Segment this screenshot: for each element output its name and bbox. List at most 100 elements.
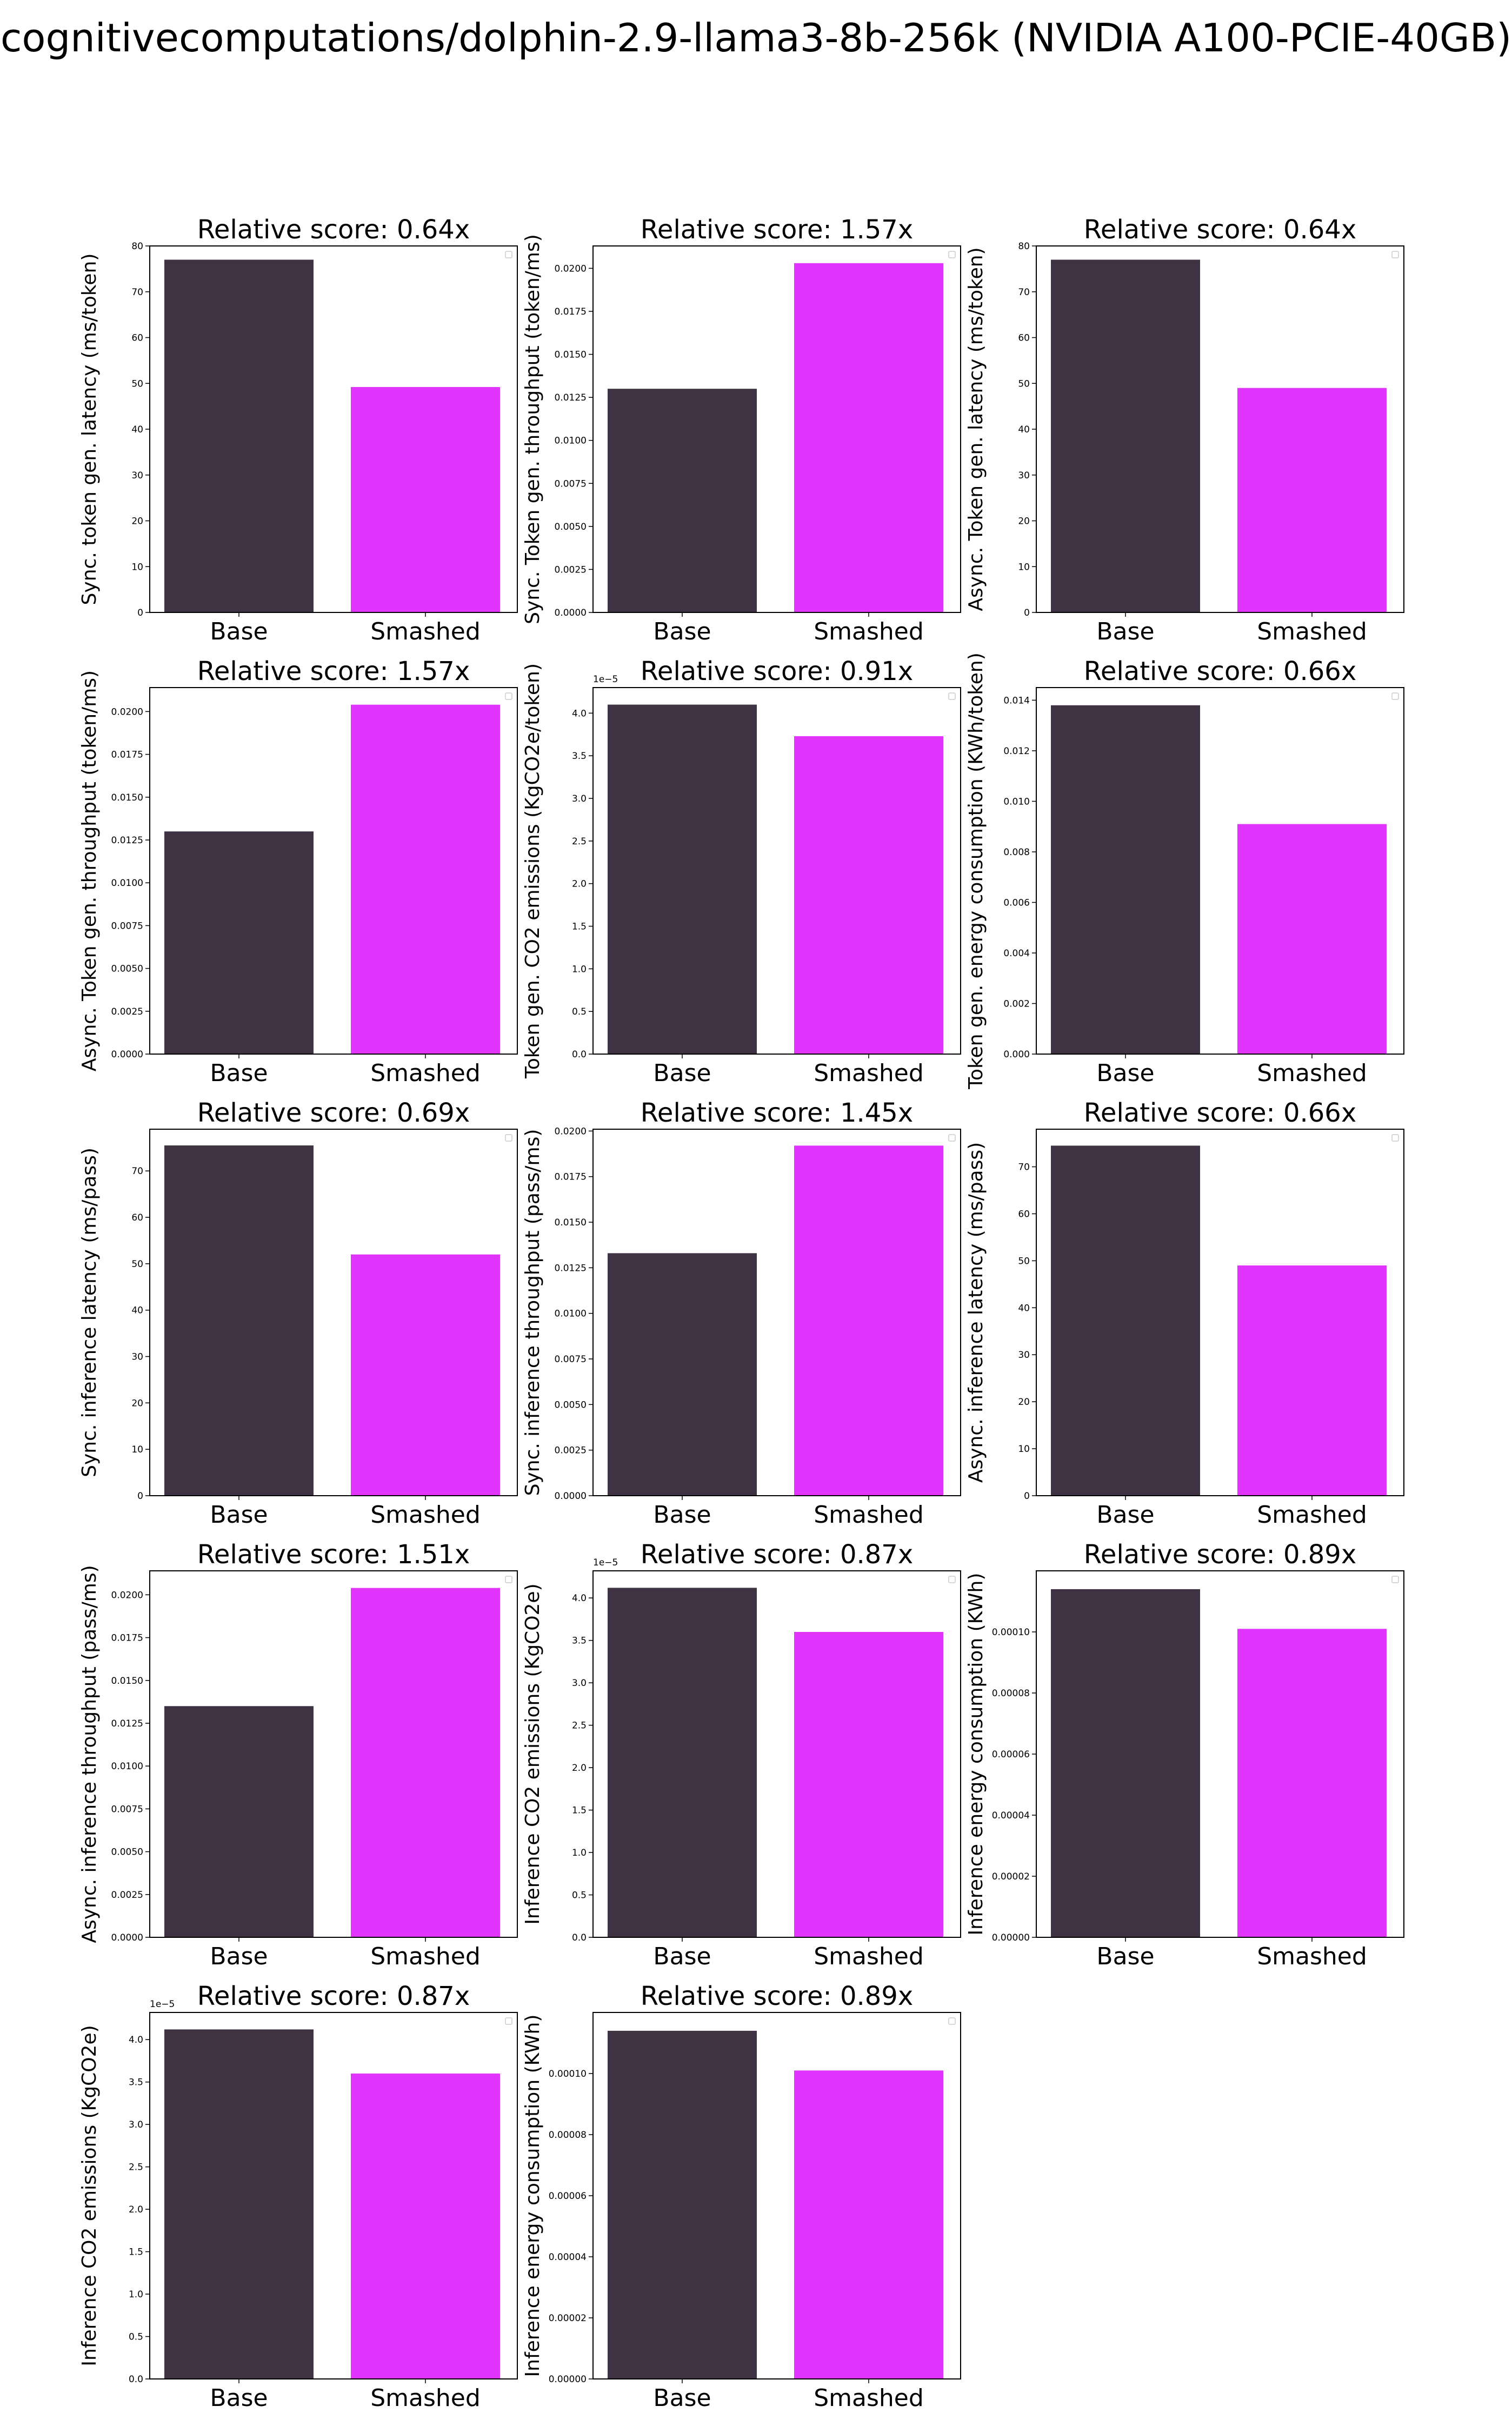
legend-box xyxy=(1391,251,1399,258)
subplot-title: Relative score: 1.45x xyxy=(641,1098,914,1128)
y-tick-label: 0.0 xyxy=(129,2374,143,2385)
bar-base xyxy=(608,1253,757,1496)
y-tick-label: 0.00008 xyxy=(549,2130,587,2141)
bar-smashed xyxy=(351,2074,500,2379)
y-tick-label: 40 xyxy=(1018,1303,1030,1314)
y-tick-label: 70 xyxy=(1018,287,1030,298)
subplot-title: Relative score: 0.87x xyxy=(197,1981,470,2011)
y-tick-label: 0.0150 xyxy=(111,792,143,803)
legend-box xyxy=(505,251,512,258)
axes-frame xyxy=(592,1570,961,1938)
y-tick-label: 0.00006 xyxy=(549,2191,587,2202)
bar-smashed xyxy=(794,1145,943,1496)
y-tick-label: 4.0 xyxy=(572,708,587,719)
y-axis-label: Async. inference throughput (pass/ms) xyxy=(78,1565,101,1943)
axes-frame xyxy=(149,1129,518,1496)
y-tick-label: 30 xyxy=(1018,1350,1030,1361)
axes-frame xyxy=(1036,1129,1404,1496)
subplot-1: 0 10 20 30 40 50 60 70 80 Base Smashed Relative sco… xyxy=(78,215,518,645)
subplot-title: Relative score: 0.64x xyxy=(1084,215,1357,245)
subplot-title: Relative score: 0.89x xyxy=(641,1981,914,2011)
x-tick-label-smashed: Smashed xyxy=(814,1059,924,1087)
y-tick-label: 0.00000 xyxy=(549,2374,587,2385)
y-tick-label: 10 xyxy=(1018,562,1030,572)
x-tick-label-smashed: Smashed xyxy=(370,618,481,645)
x-tick-label-smashed: Smashed xyxy=(370,1501,481,1529)
legend-box xyxy=(948,2017,956,2025)
legend-box xyxy=(1391,1134,1399,1142)
y-axis-label: Inference CO2 emissions (KgCO2e) xyxy=(522,1583,544,1924)
y-tick-label: 10 xyxy=(131,1444,143,1455)
y-tick-label: 0.004 xyxy=(1003,948,1030,959)
bar-base xyxy=(1051,1589,1200,1937)
bar-base xyxy=(164,1706,314,1937)
y-tick-label: 80 xyxy=(131,241,143,252)
subplot-2: 0.0000 0.0025 0.0050 0.0075 0.0100 0.0125 0.01… xyxy=(522,215,961,645)
y-tick-label: 2.0 xyxy=(572,1763,587,1774)
legend-box xyxy=(948,251,956,258)
subplot-10: 0.0000 0.0025 0.0050 0.0075 0.0100 0.0125 0.01… xyxy=(78,1539,518,1970)
x-tick-label-base: Base xyxy=(210,2384,268,2412)
axes-frame xyxy=(149,1570,518,1938)
y-offset-label: 1e−5 xyxy=(593,1557,618,1568)
bar-smashed xyxy=(351,1588,500,1937)
y-tick-label: 40 xyxy=(1018,424,1030,435)
y-axis-label: Token gen. CO2 emissions (KgCO2e/token) xyxy=(522,663,544,1079)
y-axis-label: Inference energy consumption (KWh) xyxy=(965,1573,987,1936)
bar-smashed xyxy=(1237,1265,1387,1496)
y-axis-label: Sync. Token gen. throughput (token/ms) xyxy=(522,234,544,624)
x-tick-label-base: Base xyxy=(1096,1501,1154,1529)
x-tick-label-base: Base xyxy=(210,618,268,645)
bar-base xyxy=(608,389,757,612)
y-tick-label: 0 xyxy=(137,608,143,618)
bar-smashed xyxy=(351,1254,500,1496)
y-tick-label: 20 xyxy=(131,1398,143,1409)
y-tick-label: 0.00010 xyxy=(549,2069,587,2079)
x-tick-label-base: Base xyxy=(653,1501,711,1529)
axes-frame xyxy=(592,245,961,613)
y-tick-label: 20 xyxy=(131,516,143,527)
y-tick-label: 60 xyxy=(1018,333,1030,344)
y-tick-label: 1.0 xyxy=(572,964,587,975)
y-tick-label: 50 xyxy=(1018,1256,1030,1267)
y-tick-label: 0.00000 xyxy=(992,1932,1030,1943)
y-tick-label: 0 xyxy=(1024,1491,1030,1502)
y-tick-label: 0.0200 xyxy=(555,1126,587,1137)
axes-frame xyxy=(149,2012,518,2379)
y-offset-label: 1e−5 xyxy=(593,674,618,685)
subplot-8: 0.0000 0.0025 0.0050 0.0075 0.0100 0.0125 0.01… xyxy=(522,1098,961,1529)
y-tick-label: 0.0100 xyxy=(555,1309,587,1319)
y-offset-label: 1e−5 xyxy=(150,1999,175,2010)
x-tick-label-smashed: Smashed xyxy=(1257,1059,1367,1087)
y-tick-label: 2.0 xyxy=(572,879,587,890)
subplot-title: Relative score: 1.57x xyxy=(197,656,470,686)
subplot-13: 0.0 0.5 1.0 1.5 2.0 2.5 3.0 3.5 4.0 1e−5 Base Smash… xyxy=(78,1981,518,2412)
subplot-5: 0.0 0.5 1.0 1.5 2.0 2.5 3.0 3.5 4.0 1e−5 Base Smash… xyxy=(522,656,961,1087)
legend-box xyxy=(505,1576,512,1583)
y-tick-label: 0.5 xyxy=(572,1890,587,1901)
legend-box xyxy=(948,1134,956,1142)
y-tick-label: 0.5 xyxy=(129,2332,143,2343)
y-tick-label: 0.0000 xyxy=(111,1049,143,1060)
y-tick-label: 0.000 xyxy=(1003,1049,1030,1060)
x-tick-label-base: Base xyxy=(210,1059,268,1087)
bar-base xyxy=(608,1588,757,1937)
y-axis-label: Inference energy consumption (KWh) xyxy=(522,2015,544,2377)
y-tick-label: 0.0050 xyxy=(555,522,587,532)
bar-smashed xyxy=(1237,388,1387,612)
subplot-4: 0.0000 0.0025 0.0050 0.0075 0.0100 0.0125 0.01… xyxy=(78,656,518,1087)
axes-frame xyxy=(149,687,518,1055)
subplot-6: 0.000 0.002 0.004 0.006 0.008 0.010 0.012 0.014… xyxy=(965,652,1404,1090)
x-tick-label-base: Base xyxy=(210,1501,268,1529)
x-tick-label-base: Base xyxy=(210,1943,268,1970)
y-tick-label: 2.5 xyxy=(129,2162,143,2173)
y-tick-label: 0.0025 xyxy=(111,1006,143,1017)
x-tick-label-smashed: Smashed xyxy=(1257,618,1367,645)
bar-smashed xyxy=(794,1632,943,1937)
y-tick-label: 0.0125 xyxy=(111,835,143,846)
y-tick-label: 0.0200 xyxy=(111,1590,143,1601)
y-tick-label: 0 xyxy=(137,1491,143,1502)
y-tick-label: 70 xyxy=(131,287,143,298)
y-tick-label: 0.010 xyxy=(1003,796,1030,807)
y-axis-label: Sync. inference latency (ms/pass) xyxy=(78,1148,101,1477)
